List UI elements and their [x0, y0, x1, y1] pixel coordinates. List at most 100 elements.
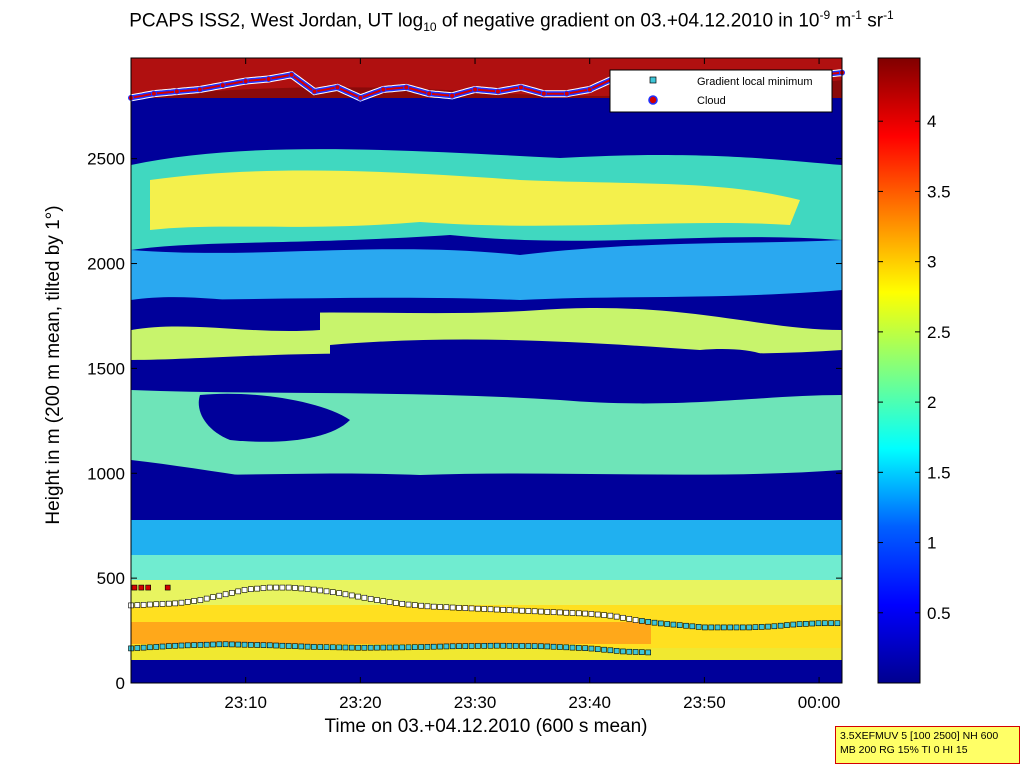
- gradient-min-upper-point: [601, 612, 607, 618]
- gradient-min-lower-point: [437, 643, 443, 650]
- cloud-point: [380, 86, 387, 93]
- gradient-min-upper-point: [777, 622, 784, 629]
- gradient-min-lower-point: [557, 644, 563, 650]
- gradient-min-upper-point: [418, 602, 424, 609]
- gradient-min-upper-point: [620, 614, 626, 621]
- gradient-min-upper-point: [733, 624, 740, 631]
- cloud-point: [265, 75, 272, 82]
- gradient-min-upper-point: [758, 624, 765, 630]
- y-tick-label: 0: [116, 674, 125, 693]
- gradient-min-upper-point: [790, 621, 797, 628]
- gradient-min-upper-point: [134, 602, 141, 608]
- gradient-min-lower-point: [374, 644, 380, 651]
- gradient-min-lower-point: [626, 648, 633, 655]
- gradient-min-lower-point: [279, 642, 286, 649]
- gradient-min-lower-point: [500, 642, 506, 649]
- legend-label-gradient-min: Gradient local minimum: [697, 76, 813, 88]
- gradient-min-upper-point: [229, 590, 235, 596]
- gradient-min-upper-point: [462, 605, 469, 611]
- gradient-min-lower-point: [273, 642, 279, 649]
- gradient-min-upper-point: [670, 621, 677, 628]
- gradient-min-upper-point: [765, 623, 771, 630]
- gradient-min-lower-point: [456, 643, 462, 650]
- gradient-min-lower-point: [512, 643, 519, 649]
- gradient-min-upper-point: [443, 604, 450, 611]
- legend-label-cloud: Cloud: [697, 95, 726, 107]
- cloud-low-point: [131, 584, 138, 591]
- gradient-min-upper-point: [393, 600, 399, 606]
- gradient-min-upper-point: [336, 590, 342, 596]
- gradient-min-upper-point: [708, 624, 715, 631]
- gradient-min-upper-point: [651, 619, 658, 626]
- gradient-min-lower-point: [424, 644, 431, 650]
- cloud-point: [563, 90, 570, 97]
- gradient-min-upper-point: [140, 602, 147, 608]
- gradient-min-upper-point: [771, 623, 778, 630]
- infobox-line-2: MB 200 RG 15% TI 0 HI 15: [840, 744, 968, 756]
- cloud-point: [334, 84, 341, 91]
- y-tick-label: 2500: [87, 150, 125, 169]
- cloud-point: [449, 92, 456, 99]
- gradient-min-lower-point: [317, 644, 324, 650]
- gradient-min-lower-point: [607, 647, 614, 654]
- gradient-min-upper-point: [689, 623, 696, 630]
- cloud-point: [517, 84, 524, 91]
- gradient-min-lower-point: [601, 646, 607, 653]
- gradient-min-lower-point: [241, 641, 248, 648]
- gradient-min-lower-point: [613, 648, 620, 654]
- gradient-min-lower-point: [254, 642, 260, 648]
- colorbar-tick-label: 0.5: [927, 604, 951, 623]
- gradient-min-upper-point: [803, 621, 809, 627]
- gradient-min-lower-point: [380, 644, 387, 651]
- gradient-min-lower-point: [506, 643, 513, 649]
- gradient-min-lower-point: [481, 643, 488, 649]
- cloud-point: [196, 86, 203, 93]
- gradient-min-upper-point: [721, 624, 727, 631]
- gradient-min-lower-point: [285, 643, 292, 649]
- gradient-min-upper-point: [304, 586, 311, 592]
- gradient-min-lower-point: [140, 644, 147, 651]
- gradient-min-lower-point: [563, 644, 570, 651]
- gradient-min-upper-point: [172, 600, 178, 607]
- colorbar-tick-label: 1: [927, 534, 936, 553]
- gradient-min-lower-point: [260, 642, 267, 648]
- gradient-min-lower-point: [235, 641, 242, 648]
- gradient-min-upper-point: [500, 607, 506, 613]
- x-tick-label: 23:10: [224, 693, 267, 712]
- colorbar-tick-label: 4: [927, 112, 936, 131]
- gradient-min-upper-point: [632, 617, 639, 623]
- x-tick-label: 23:30: [454, 693, 497, 712]
- gradient-min-upper-point: [292, 585, 298, 591]
- gradient-min-lower-point: [298, 643, 305, 650]
- gradient-min-upper-point: [203, 595, 210, 602]
- gradient-min-lower-point: [266, 642, 273, 649]
- gradient-min-upper-point: [159, 601, 166, 607]
- gradient-min-lower-point: [588, 645, 595, 652]
- gradient-min-upper-point: [607, 612, 614, 619]
- gradient-min-upper-point: [178, 599, 185, 606]
- gradient-min-lower-point: [405, 644, 412, 651]
- gradient-min-lower-point: [538, 643, 544, 650]
- gradient-min-upper-point: [380, 598, 387, 605]
- gradient-min-lower-point: [361, 644, 368, 651]
- gradient-min-upper-point: [273, 584, 279, 591]
- gradient-min-lower-point: [430, 643, 437, 650]
- cloud-point: [219, 82, 226, 89]
- infobox-line-1: 3.5XEFMUV 5 [100 2500] NH 600: [840, 730, 999, 742]
- gradient-min-lower-point: [443, 643, 450, 650]
- gradient-min-upper-point: [216, 592, 223, 599]
- gradient-min-upper-point: [241, 587, 248, 593]
- gradient-min-upper-point: [645, 619, 651, 625]
- gradient-min-upper-point: [594, 611, 601, 618]
- gradient-min-lower-point: [525, 643, 532, 649]
- gradient-min-upper-point: [330, 589, 336, 595]
- colorbar-tick-label: 2.5: [927, 323, 951, 342]
- cloud-point: [403, 84, 410, 91]
- gradient-min-lower-point: [620, 648, 626, 655]
- gradient-min-upper-point: [796, 621, 803, 627]
- cloud-point: [242, 78, 249, 85]
- gradient-min-upper-point: [475, 605, 481, 612]
- gradient-min-upper-point: [266, 584, 273, 591]
- gradient-min-lower-point: [311, 644, 317, 650]
- gradient-min-lower-point: [550, 643, 557, 650]
